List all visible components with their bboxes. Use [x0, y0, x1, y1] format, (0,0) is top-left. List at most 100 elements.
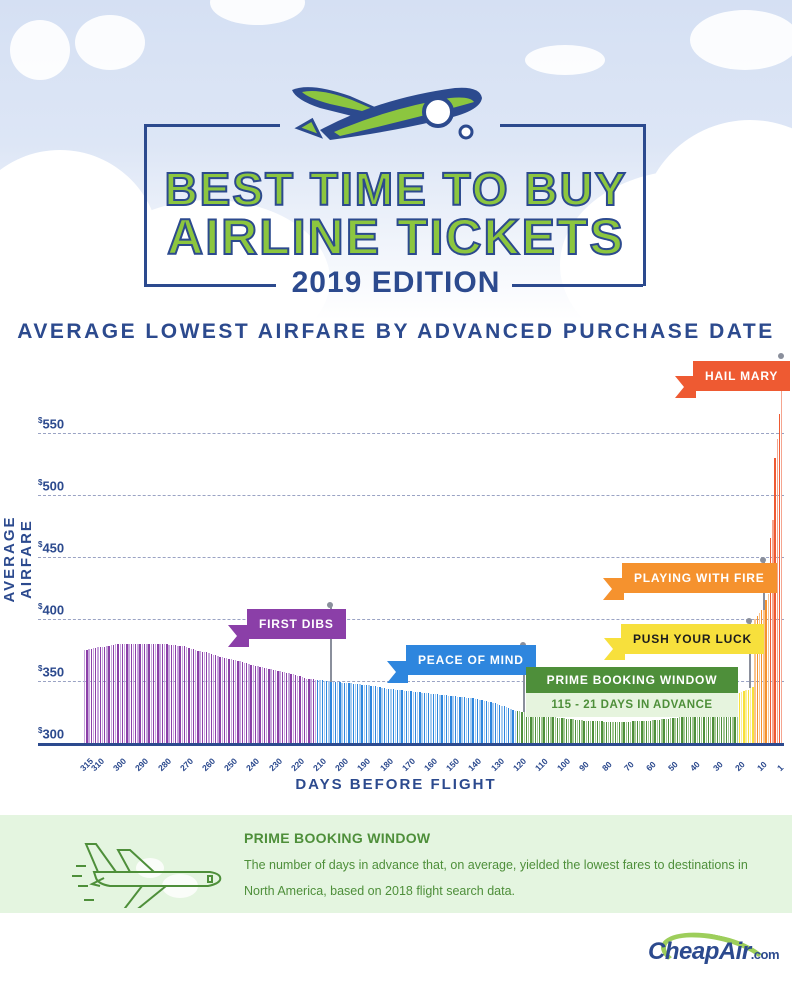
bar [137, 643, 139, 743]
bar [616, 721, 619, 743]
bar [703, 714, 705, 743]
bar [396, 689, 399, 743]
bar [621, 721, 623, 743]
bar [583, 720, 585, 743]
bar [696, 715, 699, 743]
bar [561, 718, 563, 743]
bar [474, 698, 477, 743]
bar [403, 690, 406, 743]
annotation-push-your-luck: PUSH YOUR LUCK [621, 624, 764, 654]
bar [186, 647, 188, 743]
bar [112, 644, 115, 743]
bar [570, 719, 572, 743]
bar [314, 679, 317, 743]
edition-label: 2019 EDITION [291, 266, 501, 299]
bar [745, 690, 747, 743]
bar [541, 715, 543, 743]
bar [168, 644, 170, 743]
bar [632, 721, 634, 743]
bar [527, 713, 530, 743]
bar [312, 679, 315, 743]
bar [758, 612, 761, 743]
bar [423, 692, 425, 743]
bar [363, 684, 366, 743]
bar [536, 715, 539, 743]
bar [567, 718, 570, 743]
bar [115, 644, 117, 743]
x-tick-label: 180 [377, 755, 395, 774]
bar [243, 662, 246, 743]
bar [432, 693, 434, 743]
x-tick-label: 140 [466, 755, 484, 774]
x-tick-label: 220 [288, 755, 306, 774]
bar [84, 650, 86, 743]
bar [288, 673, 290, 743]
bar [86, 649, 88, 743]
x-tick-label: 80 [599, 759, 614, 774]
bar [545, 716, 548, 743]
bar [430, 693, 432, 743]
bar [612, 721, 614, 743]
bar [150, 643, 152, 743]
bar [210, 653, 212, 743]
y-axis-label: AVERAGE AIRFARE [1, 515, 35, 603]
x-axis-line [38, 743, 784, 746]
x-axis-label: DAYS BEFORE FLIGHT [295, 776, 497, 793]
bar [636, 720, 639, 743]
grid-line [38, 619, 784, 620]
x-tick-label: 120 [510, 755, 528, 774]
bar [88, 649, 90, 743]
bar [419, 692, 421, 743]
bar [674, 717, 676, 743]
bar [95, 647, 97, 743]
x-tick-label: 240 [244, 755, 262, 774]
bar-series [84, 360, 784, 743]
bar [297, 675, 299, 743]
x-tick-label: 290 [133, 755, 151, 774]
bar [448, 695, 450, 743]
bar [494, 703, 497, 743]
bar [752, 687, 754, 743]
bar [130, 643, 132, 743]
bar [625, 721, 627, 743]
bar [618, 721, 621, 743]
cloud [525, 45, 605, 75]
bar [119, 643, 121, 743]
bar [581, 720, 583, 743]
bar [503, 706, 505, 743]
logo-suffix: .com [750, 947, 780, 962]
bar [778, 414, 781, 743]
bar [441, 694, 443, 743]
bar [228, 658, 230, 743]
prime-window-range: 115 - 21 DAYS IN ADVANCE [526, 693, 738, 717]
bar [552, 717, 554, 743]
bar [339, 682, 341, 743]
bar [246, 663, 248, 743]
bar [439, 694, 441, 743]
bar [654, 720, 656, 743]
x-tick-label: 190 [355, 755, 373, 774]
bar [177, 645, 179, 743]
bar [683, 716, 685, 743]
bar [143, 643, 146, 743]
bar [239, 661, 241, 743]
bar [532, 714, 534, 743]
cheapair-logo[interactable]: CheapAir.com [648, 938, 780, 966]
bar [687, 716, 690, 743]
y-tick-label: $400 [38, 602, 65, 618]
bar [126, 643, 128, 743]
bar [237, 660, 239, 743]
bar [341, 682, 343, 743]
bar [507, 707, 510, 743]
bar [658, 719, 661, 743]
bar [414, 691, 417, 743]
bar [294, 674, 297, 743]
bar [554, 717, 556, 743]
bar [372, 685, 374, 743]
grid-line [38, 557, 784, 558]
bar [454, 696, 457, 743]
bar [416, 692, 419, 743]
bar [705, 714, 707, 743]
bar [203, 651, 206, 743]
bar [443, 695, 445, 743]
